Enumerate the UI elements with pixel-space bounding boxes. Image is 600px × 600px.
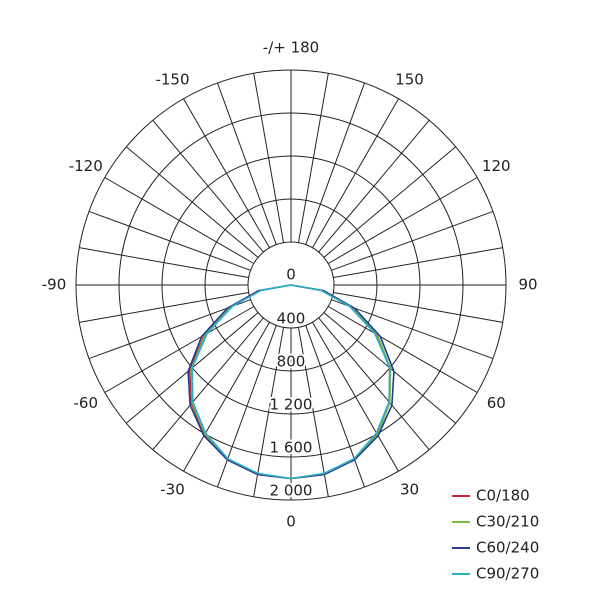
angle-label: -60 (74, 394, 99, 412)
angle-label: -150 (155, 70, 189, 88)
ring (75, 69, 507, 501)
legend-label: C90/270 (476, 565, 539, 583)
legend-label: C30/210 (476, 513, 539, 531)
angle-label: -90 (42, 276, 67, 294)
angle-label: -30 (160, 481, 185, 499)
ring (161, 155, 421, 415)
ring (204, 198, 378, 372)
angle-label: 90 (518, 276, 537, 294)
radial-tick-label: 400 (277, 310, 306, 328)
angle-label: -120 (69, 157, 103, 175)
angle-label: -/+ 180 (263, 39, 319, 57)
ring (247, 241, 335, 329)
radial-tick-label: 2 000 (270, 482, 313, 500)
radial-tick-label: 800 (277, 353, 306, 371)
angle-label: 120 (482, 157, 511, 175)
radial-tick-label: 0 (286, 266, 296, 284)
radial-tick-label: 1 600 (270, 439, 313, 457)
angle-label: 60 (487, 394, 506, 412)
legend-label: C60/240 (476, 539, 539, 557)
series-line (191, 284, 391, 480)
angle-label: 30 (400, 481, 419, 499)
angle-label: 0 (286, 513, 296, 531)
ring (118, 112, 464, 458)
legend-label: C0/180 (476, 487, 530, 505)
radial-tick-label: 1 200 (270, 396, 313, 414)
angle-label: 150 (395, 70, 424, 88)
